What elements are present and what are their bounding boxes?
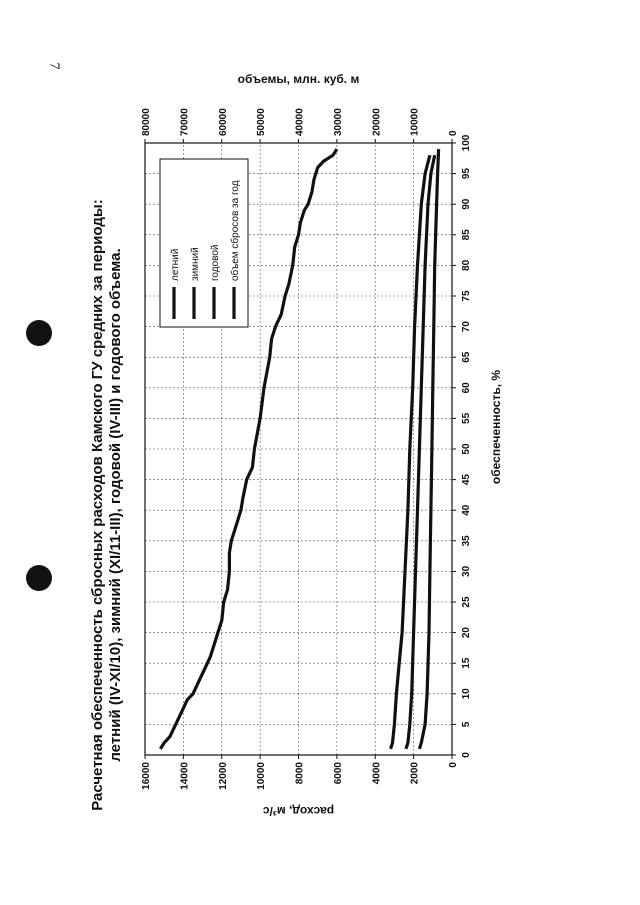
- y2-tick-label: 20000: [371, 108, 382, 136]
- x-tick-label: 10: [461, 688, 472, 700]
- y-axis-label: расход, м³/с: [263, 804, 335, 818]
- x-tick-label: 40: [461, 504, 472, 516]
- legend: летний зимний годовой объем сбросов за год: [159, 158, 249, 328]
- y-tick-label: 12000: [218, 762, 229, 790]
- y-tick-label: 6000: [333, 762, 344, 785]
- y2-tick-label: 80000: [141, 108, 152, 136]
- x-tick-label: 80: [461, 259, 472, 271]
- legend-box: [159, 158, 249, 328]
- chart-title-line-2: летний (IV-XI/10), зимний (XI/11-III), г…: [107, 248, 124, 761]
- y2-tick-label: 50000: [256, 108, 267, 136]
- x-tick-label: 5: [461, 721, 472, 727]
- x-tick-label: 95: [461, 168, 472, 180]
- x-tick-label: 85: [461, 229, 472, 241]
- legend-label: летний: [170, 249, 181, 281]
- legend-label: годовой: [210, 244, 221, 281]
- punch-hole-top: [26, 320, 52, 346]
- chart-title-line-1: Расчетная обеспеченность сбросных расход…: [89, 199, 106, 810]
- x-tick-label: 70: [461, 321, 472, 333]
- axes: 0 5 10 15 20 25 30 35 40 45 50 55 60 65 70 75 80 85 90 95 10…: [141, 108, 472, 790]
- x-tick-label: 45: [461, 474, 472, 486]
- y2-tick-label: 60000: [218, 108, 229, 136]
- x-tick-label: 90: [461, 198, 472, 210]
- y2-tick-label: 0: [448, 130, 459, 136]
- x-tick-label: 25: [461, 596, 472, 608]
- x-tick-label: 55: [461, 412, 472, 424]
- x-tick-label: 35: [461, 535, 472, 547]
- series-line: [404, 154, 437, 750]
- x-axis-label: обеспеченность, %: [489, 370, 503, 484]
- y2-tick-label: 10000: [410, 108, 421, 136]
- series-line: [389, 154, 432, 750]
- y-tick-label: 4000: [371, 762, 382, 785]
- x-tick-label: 75: [461, 290, 472, 302]
- y2-axis-label: объемы, млн. куб. м: [238, 72, 360, 86]
- x-tick-label: 30: [461, 565, 472, 577]
- x-tick-label: 60: [461, 382, 472, 394]
- punch-hole-bottom: [26, 565, 52, 591]
- series-line: [159, 148, 339, 750]
- x-tick-label: 20: [461, 627, 472, 639]
- legend-label: зимний: [190, 247, 201, 281]
- x-tick-label: 50: [461, 443, 472, 455]
- y-tick-label: 14000: [179, 762, 190, 790]
- x-tick-label: 65: [461, 351, 472, 363]
- series-line: [417, 149, 441, 750]
- y2-tick-label: 70000: [179, 108, 190, 136]
- x-tick-label: 0: [461, 752, 472, 758]
- x-tick-label: 100: [461, 134, 472, 151]
- y2-tick-label: 40000: [295, 108, 306, 136]
- y-tick-label: 16000: [141, 762, 152, 790]
- y-tick-label: 0: [448, 762, 459, 768]
- y-tick-label: 8000: [295, 762, 306, 785]
- chart-rotated-group: Расчетная обеспеченность сбросных расход…: [89, 72, 503, 818]
- y-tick-label: 2000: [410, 762, 421, 785]
- legend-label: объем сбросов за год: [229, 180, 241, 281]
- y-tick-label: 10000: [256, 762, 267, 790]
- y2-tick-label: 30000: [333, 108, 344, 136]
- x-tick-label: 15: [461, 657, 472, 669]
- series-lines: [159, 148, 441, 750]
